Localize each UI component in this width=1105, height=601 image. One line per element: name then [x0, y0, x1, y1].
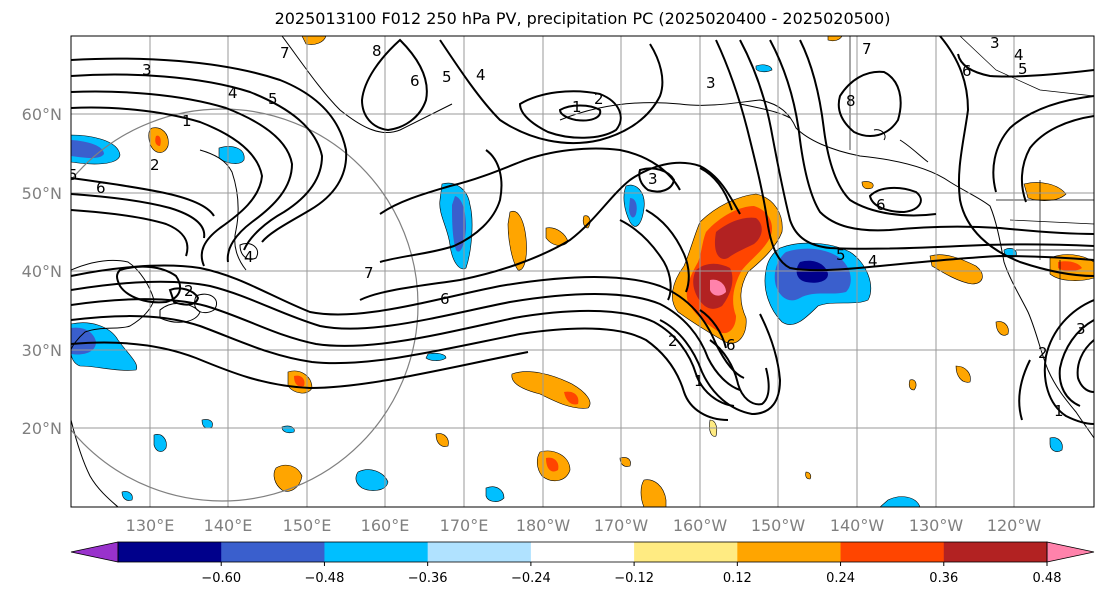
lon-label: 140°W	[830, 516, 885, 535]
pv-label: 3	[990, 34, 1000, 52]
pv-label: 8	[372, 42, 382, 60]
pv-label: 4	[244, 248, 254, 266]
colorbar-tick-label: 0.12	[723, 571, 752, 586]
pv-label: 4	[1014, 46, 1024, 64]
pv-label: 6	[962, 62, 972, 80]
lon-label: 140°E	[204, 516, 253, 535]
colorbar-cell	[634, 542, 738, 562]
colorbar-cell	[737, 542, 842, 562]
pv-label: 6	[440, 290, 450, 308]
coastlines	[71, 36, 1094, 507]
lon-label: 170°E	[440, 516, 489, 535]
lat-label: 40°N	[22, 262, 62, 281]
pv-label: 4	[476, 66, 486, 84]
pv-label: 4	[228, 84, 238, 102]
pv-label: 7	[862, 40, 872, 58]
lat-label: 60°N	[22, 105, 62, 124]
lon-label: 130°E	[126, 516, 175, 535]
colorbar-cell	[840, 542, 945, 562]
colorbar-cell	[324, 542, 429, 562]
pv-label: 5	[268, 90, 278, 108]
pv-label: 5	[836, 246, 846, 264]
pv-label: 5	[1018, 60, 1028, 78]
lon-label: 160°W	[673, 516, 728, 535]
colorbar-cell	[530, 542, 635, 562]
colorbar: −0.60 −0.48 −0.36 −0.24 −0.12 0.12 0.24 0.36 0.4…	[70, 541, 1095, 586]
pv-contours	[71, 36, 1094, 425]
colorbar-tick-label: −0.60	[201, 571, 241, 586]
colorbar-tick-label: −0.24	[511, 571, 551, 586]
pv-label: 2	[184, 282, 194, 300]
lon-label: 160°E	[361, 516, 410, 535]
lon-label: 170°W	[594, 516, 649, 535]
colorbar-extend-low	[71, 542, 118, 562]
lat-label: 30°N	[22, 341, 62, 360]
lon-label: 130°W	[909, 516, 964, 535]
pv-label: 3	[142, 61, 152, 79]
colorbar-tick-label: 0.48	[1033, 571, 1062, 586]
pv-label: 2	[668, 332, 678, 350]
pv-label: 2	[150, 156, 160, 174]
latitude-labels: 60°N 50°N 40°N 30°N 20°N	[22, 105, 62, 438]
pv-label: 6	[876, 196, 886, 214]
lat-label: 50°N	[22, 184, 62, 203]
pv-label: 6	[96, 179, 106, 197]
colorbar-cell	[427, 542, 532, 562]
colorbar-tick-label: −0.48	[305, 571, 345, 586]
colorbar-cell	[943, 542, 1048, 562]
pv-label: 2	[1038, 344, 1048, 362]
pv-label: 2	[594, 90, 604, 108]
pv-label: 6	[726, 336, 736, 354]
pv-label: 1	[694, 372, 704, 390]
colorbar-tick-label: 0.36	[929, 571, 958, 586]
colorbar-tick-label: −0.12	[614, 571, 654, 586]
colorbar-cell	[221, 542, 325, 562]
lon-label: 150°W	[751, 516, 806, 535]
pv-label: 1	[182, 112, 192, 130]
lon-label: 150°E	[283, 516, 332, 535]
longitude-labels: 130°E 140°E 150°E 160°E 170°E 180°W 170°…	[126, 516, 1042, 535]
colorbar-tick-label: −0.36	[408, 571, 448, 586]
pv-label: 1	[1054, 402, 1064, 420]
lon-label: 120°W	[987, 516, 1042, 535]
colorbar-tick-label: 0.24	[826, 571, 855, 586]
pv-contour-labels: 3 4 5 7 8 6 5 4 3 2 1 7 6 5 4 3 8 1 2 6 …	[68, 34, 1086, 420]
map-frame	[70, 35, 1095, 508]
lon-label: 180°W	[516, 516, 571, 535]
pv-label: 7	[364, 264, 374, 282]
pv-label: 6	[410, 72, 420, 90]
pv-label: 5	[68, 166, 78, 184]
pv-label: 7	[280, 44, 290, 62]
graticule	[71, 36, 1094, 507]
range-circle	[71, 108, 419, 502]
pv-label: 4	[868, 252, 878, 270]
lat-label: 20°N	[22, 419, 62, 438]
pv-label: 3	[1076, 320, 1086, 338]
pv-label: 3	[648, 170, 658, 188]
pv-label: 3	[706, 74, 716, 92]
pv-label: 5	[442, 68, 452, 86]
colorbar-extend-high	[1047, 542, 1094, 562]
pv-label: 8	[846, 92, 856, 110]
pv-label: 1	[572, 98, 582, 116]
colorbar-cell	[118, 542, 222, 562]
map-title: 2025013100 F012 250 hPa PV, precipitatio…	[274, 9, 891, 28]
